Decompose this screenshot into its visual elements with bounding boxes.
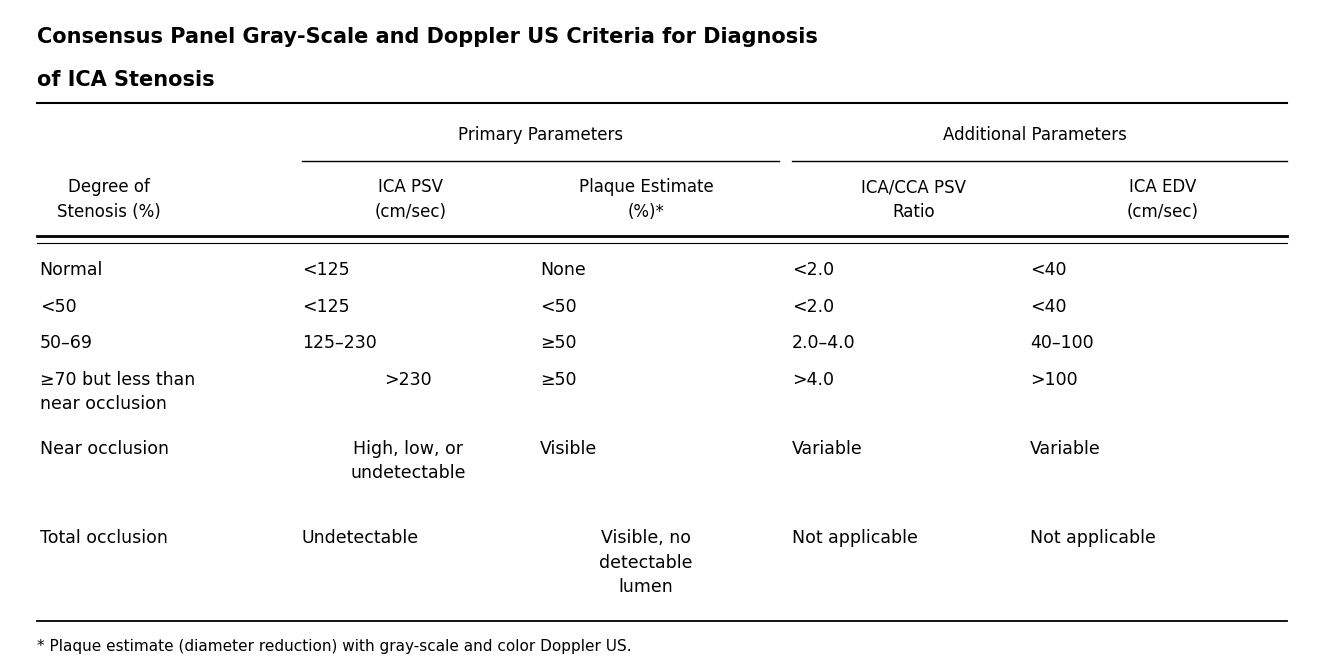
Text: <2.0: <2.0 — [792, 261, 834, 279]
Text: High, low, or
undetectable: High, low, or undetectable — [350, 440, 466, 482]
Text: Not applicable: Not applicable — [792, 529, 918, 547]
Text: 125–230: 125–230 — [302, 334, 376, 352]
Text: <2.0: <2.0 — [792, 298, 834, 316]
Text: ≥50: ≥50 — [540, 371, 577, 389]
Text: Undetectable: Undetectable — [302, 529, 418, 547]
Text: ICA EDV
(cm/sec): ICA EDV (cm/sec) — [1127, 178, 1198, 221]
Text: Additional Parameters: Additional Parameters — [944, 125, 1127, 144]
Text: Total occlusion: Total occlusion — [40, 529, 168, 547]
Text: <125: <125 — [302, 298, 350, 316]
Text: Degree of
Stenosis (%): Degree of Stenosis (%) — [57, 178, 160, 221]
Text: Visible: Visible — [540, 440, 597, 458]
Text: * Plaque estimate (diameter reduction) with gray-scale and color Doppler US.: * Plaque estimate (diameter reduction) w… — [37, 639, 632, 653]
Text: ICA/CCA PSV
Ratio: ICA/CCA PSV Ratio — [861, 178, 967, 221]
Text: ≥50: ≥50 — [540, 334, 577, 352]
Text: Near occlusion: Near occlusion — [40, 440, 168, 458]
Text: >4.0: >4.0 — [792, 371, 834, 389]
Text: 2.0–4.0: 2.0–4.0 — [792, 334, 855, 352]
Text: ≥70 but less than
near occlusion: ≥70 but less than near occlusion — [40, 371, 195, 414]
Text: Primary Parameters: Primary Parameters — [458, 125, 622, 144]
Text: Not applicable: Not applicable — [1030, 529, 1156, 547]
Text: <50: <50 — [40, 298, 77, 316]
Text: None: None — [540, 261, 587, 279]
Text: ICA PSV
(cm/sec): ICA PSV (cm/sec) — [375, 178, 446, 221]
Text: <50: <50 — [540, 298, 577, 316]
Text: >230: >230 — [384, 371, 432, 389]
Text: 50–69: 50–69 — [40, 334, 93, 352]
Text: >100: >100 — [1030, 371, 1078, 389]
Text: <40: <40 — [1030, 261, 1067, 279]
Text: Variable: Variable — [792, 440, 862, 458]
Text: of ICA Stenosis: of ICA Stenosis — [37, 70, 214, 90]
Text: <40: <40 — [1030, 298, 1067, 316]
Text: Consensus Panel Gray-Scale and Doppler US Criteria for Diagnosis: Consensus Panel Gray-Scale and Doppler U… — [37, 27, 818, 47]
Text: Plaque Estimate
(%)*: Plaque Estimate (%)* — [579, 178, 714, 221]
Text: <125: <125 — [302, 261, 350, 279]
Text: Normal: Normal — [40, 261, 103, 279]
Text: Visible, no
detectable
lumen: Visible, no detectable lumen — [600, 529, 692, 596]
Text: Variable: Variable — [1030, 440, 1100, 458]
Text: 40–100: 40–100 — [1030, 334, 1094, 352]
